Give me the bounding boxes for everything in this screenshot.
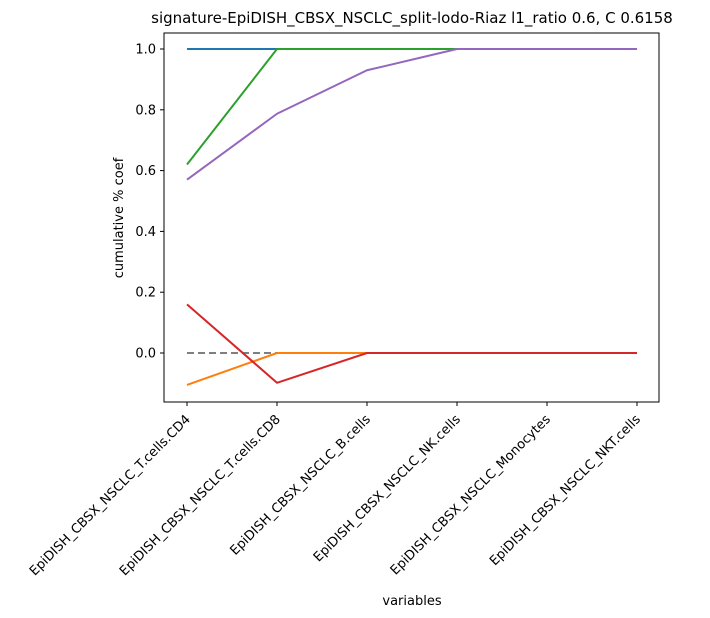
y-tick-label: 0.8	[135, 103, 156, 118]
series-line-4	[186, 303, 637, 384]
series-line-3	[186, 48, 637, 166]
plot-area	[186, 48, 637, 386]
x-axis: EpiDISH_CBSX_NSCLC_T.cells.CD4EpiDISH_CB…	[27, 402, 644, 579]
x-tick-label: EpiDISH_CBSX_NSCLC_B.cells	[227, 412, 373, 558]
series-line-2	[186, 352, 637, 386]
x-tick-label: EpiDISH_CBSX_NSCLC_NK.cells	[311, 412, 464, 565]
y-axis: 0.0 0.2 0.4 0.6 0.8 1.0	[135, 43, 164, 362]
x-tick-label: EpiDISH_CBSX_NSCLC_NKT.cells	[487, 412, 644, 569]
y-tick-label: 0.2	[135, 286, 156, 301]
y-tick-label: 0.0	[135, 347, 156, 362]
y-tick-label: 0.6	[135, 164, 156, 179]
y-tick-label: 1.0	[135, 43, 156, 58]
x-tick-label: EpiDISH_CBSX_NSCLC_T.cells.CD8	[117, 412, 284, 579]
y-tick-label: 0.4	[135, 225, 156, 240]
x-axis-label: variables	[382, 594, 441, 609]
series-line-5	[186, 48, 637, 181]
x-tick-label: EpiDISH_CBSX_NSCLC_T.cells.CD4	[27, 412, 194, 579]
chart-title: signature-EpiDISH_CBSX_NSCLC_split-lodo-…	[151, 9, 673, 28]
plot-frame	[163, 32, 660, 403]
y-axis-label: cumulative % coef	[112, 157, 127, 278]
x-tick-label: EpiDISH_CBSX_NSCLC_Monocytes	[388, 412, 554, 578]
